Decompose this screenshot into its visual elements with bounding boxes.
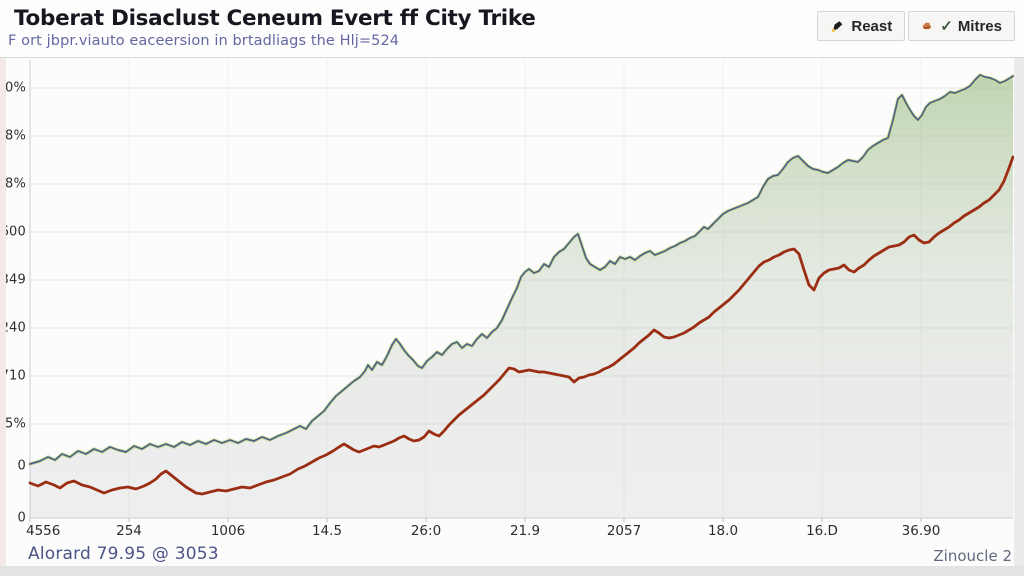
reast-button[interactable]: Reast (817, 11, 906, 41)
left-edge-tint (0, 58, 6, 566)
page-title: Toberat Disaclust Ceneum Evert ff City T… (14, 6, 536, 31)
header: Toberat Disaclust Ceneum Evert ff City T… (0, 0, 1024, 57)
bottom-edge-panel (0, 566, 1024, 576)
stamp-icon (921, 20, 933, 32)
reast-button-label: Reast (851, 17, 893, 35)
mitres-button-label: Mitres (957, 17, 1002, 35)
pen-icon (830, 19, 844, 33)
footer-source-text: Zinoucle 2 (933, 547, 1012, 565)
toolbar: Reast ✓ Mitres (817, 11, 1015, 41)
footer-status-text: Alorard 79.95 @ 3053 (28, 544, 219, 564)
check-icon: ✓ (940, 18, 953, 35)
header-divider (0, 57, 1024, 58)
right-edge-panel (1014, 58, 1024, 566)
mitres-button[interactable]: ✓ Mitres (908, 11, 1015, 41)
page-subtitle: F ort jbpr.viauto eaceersion in brtadlia… (8, 33, 400, 49)
